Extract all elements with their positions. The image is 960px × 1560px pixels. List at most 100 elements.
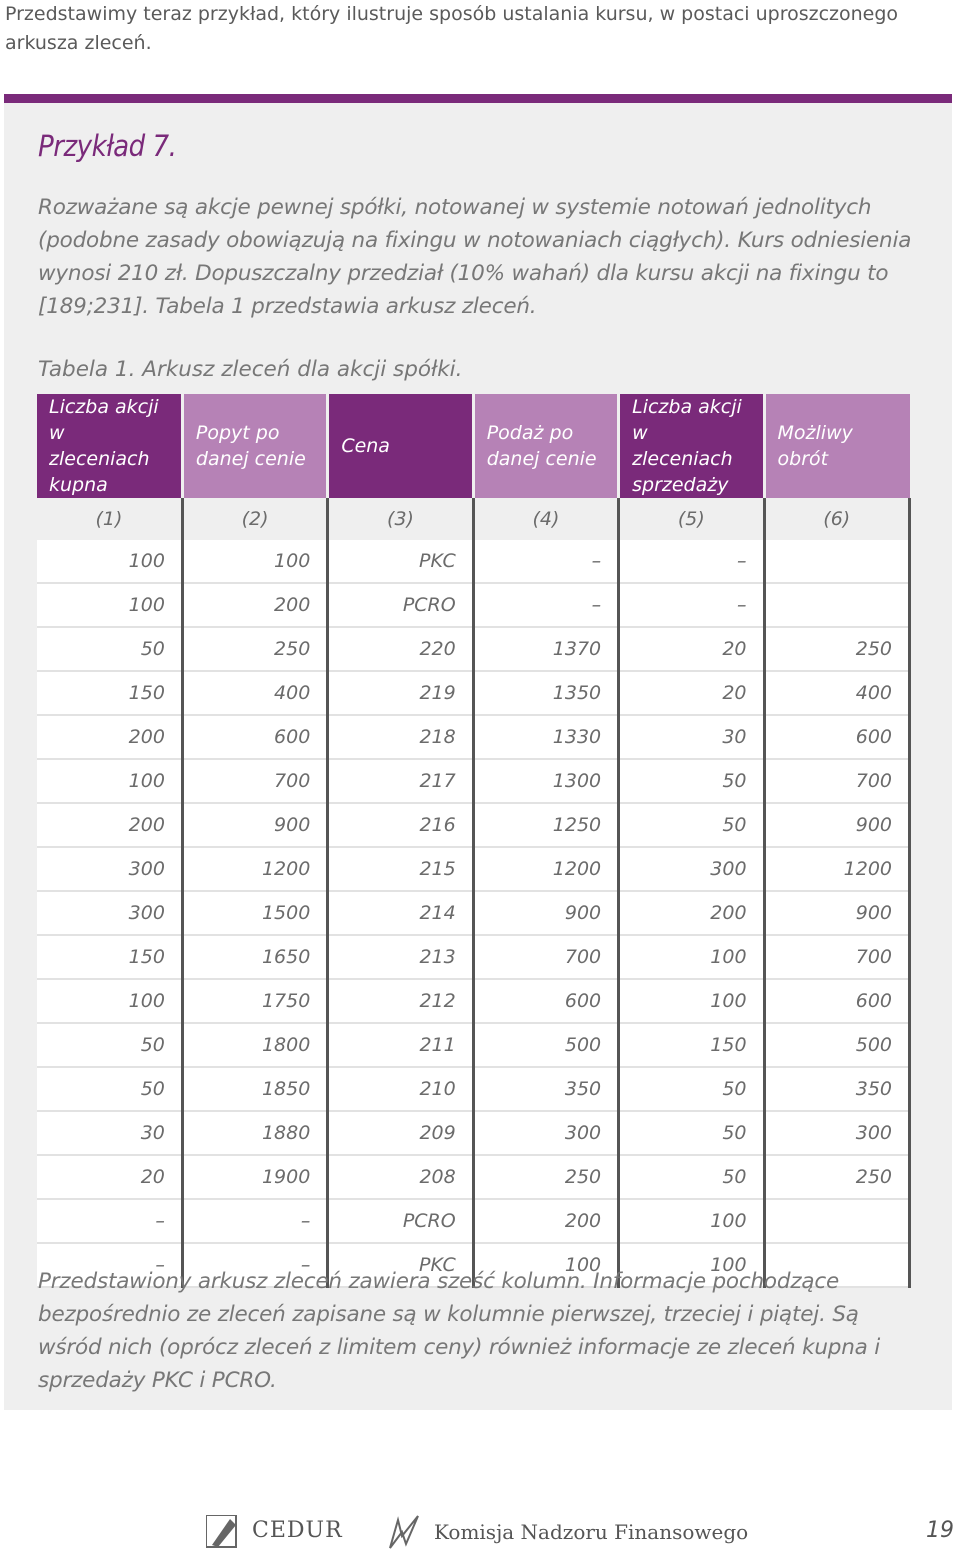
table-cell: – [473,583,621,628]
table-row: 100 1750 212 600 100 600 [37,979,912,1024]
column-number-row: (1) (2) (3) (4) (5) (6) [37,498,912,540]
knf-logo-icon [389,1515,419,1549]
table-cell: 215 [327,847,475,892]
table-cell: 700 [764,935,912,980]
table-cell: PKC [327,540,475,584]
cedur-logo-icon [206,1515,237,1548]
table-row: 100 700 217 1300 50 700 [37,759,912,804]
table-cell: 1330 [473,715,621,760]
table-cell: – [618,540,766,584]
table-row: 300 1500 214 900 200 900 [37,891,912,936]
table-cell: 20 [37,1155,184,1200]
table-cell: 200 [473,1199,621,1244]
table-cell: 1200 [764,847,912,892]
table-cell: 30 [618,715,766,760]
table-cell: 211 [327,1023,475,1068]
table-cell: 300 [37,891,184,936]
table-cell: 50 [618,759,766,804]
table-row: 150 1650 213 700 100 700 [37,935,912,980]
table-row: 200 600 218 1330 30 600 [37,715,912,760]
header-demand: Popyt po danej cenie [182,394,330,498]
table-cell: 600 [182,715,330,760]
table-cell: 50 [37,1067,184,1112]
table-cell: 200 [618,891,766,936]
table-cell: 900 [764,891,912,936]
table-cell [764,583,912,628]
column-number: (3) [327,498,475,540]
table-cell: 500 [764,1023,912,1068]
table-cell: 100 [37,583,184,628]
table-cell: 700 [764,759,912,804]
table-cell: 50 [37,1023,184,1068]
table-cell: 300 [618,847,766,892]
table-cell: 200 [37,803,184,848]
table-cell: 900 [473,891,621,936]
table-cell: 600 [473,979,621,1024]
table-cell: PCRO [327,1199,475,1244]
table-cell: 209 [327,1111,475,1156]
table-cell: 100 [37,979,184,1024]
table-cell: 1800 [182,1023,330,1068]
table-cell: 400 [764,671,912,716]
table-cell: – [618,583,766,628]
table-cell: 210 [327,1067,475,1112]
table-cell: 50 [618,1111,766,1156]
table-cell: 213 [327,935,475,980]
table-cell [764,1199,912,1244]
table-cell: 700 [182,759,330,804]
table-cell: 100 [473,1243,621,1288]
table-cell: 100 [618,935,766,980]
table-cell: 250 [764,1155,912,1200]
header-buy-orders: Liczba akcji w zleceniach kupna [37,394,184,498]
table-cell: 300 [37,847,184,892]
table-cell: 1850 [182,1067,330,1112]
summary-paragraph: Przedstawiony arkusz zleceń zawiera sześ… [38,1269,881,1393]
table-cell: 218 [327,715,475,760]
table-cell: – [37,1243,184,1288]
table-cell: 900 [764,803,912,848]
table-cell: 30 [37,1111,184,1156]
table-cell: 208 [327,1155,475,1200]
table-cell: 250 [473,1155,621,1200]
knf-logo-text: Komisja Nadzoru Finansowego [434,1520,749,1544]
table-cell: 100 [618,1243,766,1288]
table-cell: 100 [182,540,330,584]
table-row: 200 900 216 1250 50 900 [37,803,912,848]
table-cell: 250 [182,627,330,672]
table-cell: 1300 [473,759,621,804]
table-cell: 100 [37,759,184,804]
table-cell: 150 [37,935,184,980]
table-cell: 500 [473,1023,621,1068]
table-cell: – [182,1199,330,1244]
table-cell: 212 [327,979,475,1024]
table-row: – – PKC 100 100 [37,1243,912,1288]
table-cell: 20 [618,671,766,716]
table-cell: 100 [618,979,766,1024]
table-cell: 100 [37,540,184,584]
table-cell: – [182,1243,330,1288]
table-cell: 600 [764,715,912,760]
table-cell: 1200 [182,847,330,892]
table-row: 20 1900 208 250 50 250 [37,1155,912,1200]
table-cell: 600 [764,979,912,1024]
cedur-logo-text: CEDUR [252,1518,343,1543]
column-number: (2) [182,498,330,540]
table-cell: 200 [182,583,330,628]
table-cell: 400 [182,671,330,716]
table-cell: 50 [37,627,184,672]
table-cell: 1900 [182,1155,330,1200]
column-number: (6) [764,498,912,540]
example-box: Przykład 7. Rozważane są akcje pewnej sp… [4,94,952,1410]
table-cell: PCRO [327,583,475,628]
table-row: 30 1880 209 300 50 300 [37,1111,912,1156]
table-row: 100 100 PKC – – [37,540,912,584]
header-supply: Podaż po danej cenie [473,394,621,498]
table-cell: 217 [327,759,475,804]
page-number: 19 [926,1518,954,1543]
table-row: 300 1200 215 1200 300 1200 [37,847,912,892]
table-cell: 50 [618,1155,766,1200]
table-cell: 700 [473,935,621,980]
page-footer: CEDUR Komisja Nadzoru Finansowego 19 [0,1500,960,1560]
table-cell: 216 [327,803,475,848]
table-cell: 1650 [182,935,330,980]
